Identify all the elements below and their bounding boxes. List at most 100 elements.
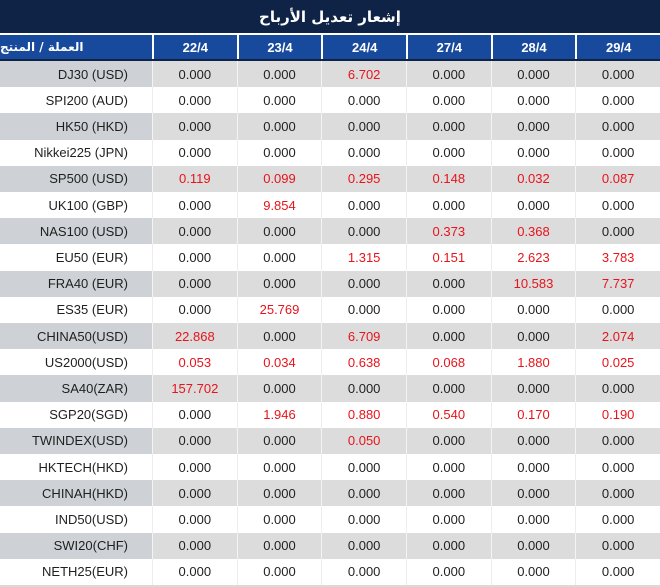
value-cell: 0.000 [236,558,322,585]
value-cell: 0.000 [405,506,491,533]
table-row: HK50 (HKD) 0.000 0.000 0.000 0.000 0.000 0.000 [0,113,660,140]
value-cell: 0.000 [405,87,491,114]
value-cell: 1.315 [321,244,406,271]
table-row: TWINDEX(USD) 0.000 0.000 0.050 0.000 0.000 0.0… [0,427,660,455]
table-row: FRA40 (EUR) 0.000 0.000 0.000 0.000 10.583 7.7… [0,270,660,297]
value-cell: 0.000 [405,427,491,455]
value-cell: 0.000 [575,427,660,455]
table-row: Nikkei225 (JPN) 0.000 0.000 0.000 0.000 0.000… [0,139,660,166]
value-cell: 0.000 [405,480,491,507]
value-cell: 25.769 [236,296,322,324]
value-cell: 0.000 [236,506,322,533]
value-cell: 0.119 [152,165,237,193]
product-label: FRA40 (EUR) [0,270,152,297]
value-cell: 2.623 [490,244,576,271]
value-cell: 0.000 [152,87,237,114]
product-label: HK50 (HKD) [0,113,152,140]
table-row: NAS100 (USD) 0.000 0.000 0.000 0.373 0.368 0.0… [0,218,660,245]
value-cell: 0.000 [236,480,322,507]
product-label: Nikkei225 (JPN) [34,145,128,161]
value-cell: 0.000 [490,113,576,140]
table-body: DJ30 (USD) 0.000 0.000 6.702 0.000 0.000 0.000… [0,61,660,585]
value-cell: 0.000 [575,296,660,324]
product-label: US2000(USD) [44,354,128,370]
value-cell: 0.000 [321,192,406,219]
value-cell: 0.000 [490,61,576,88]
value-cell: 0.000 [575,480,660,507]
product-label: SWI20(CHF) [0,532,152,559]
value-cell: 0.000 [236,532,322,559]
value-cell: 0.000 [236,113,322,140]
value-cell: 0.170 [490,401,576,428]
value-cell: 22.868 [152,323,237,350]
product-label: ES35 (EUR) [56,302,128,318]
value-cell: 0.000 [490,532,576,559]
value-cell: 0.000 [405,113,491,140]
value-cell: 0.000 [236,427,322,455]
value-cell: 0.000 [152,506,237,533]
value-cell: 0.000 [321,270,406,297]
value-cell: 0.000 [321,558,406,585]
table-row: NETH25(EUR) 0.000 0.000 0.000 0.000 0.000 0.00… [0,558,660,585]
table-row: US2000(USD) 0.053 0.034 0.638 0.068 1.880 0.02… [0,349,660,376]
product-label: DJ30 (USD) [0,61,152,88]
table-row: HKTECH(HKD) 0.000 0.000 0.000 0.000 0.000 0.00… [0,454,660,481]
value-cell: 0.000 [575,532,660,559]
value-cell: 0.880 [321,401,406,428]
value-cell: 0.148 [405,165,491,193]
value-cell: 0.000 [152,139,237,166]
value-cell: 0.000 [236,375,322,402]
product-label: TWINDEX(USD) [0,427,152,455]
column-header-product: العملة / المنتج [0,40,84,54]
value-cell: 0.000 [321,506,406,533]
table-row: SPI200 (AUD) 0.000 0.000 0.000 0.000 0.000 0.0… [0,87,660,114]
value-cell: 0.000 [405,296,491,324]
value-cell: 9.854 [236,192,322,219]
product-label: SA40(ZAR) [0,375,152,402]
value-cell: 0.000 [152,270,237,297]
value-cell: 0.000 [321,113,406,140]
value-cell: 0.000 [236,139,322,166]
value-cell: 0.000 [321,296,406,324]
value-cell: 7.737 [575,270,660,297]
value-cell: 0.099 [236,165,322,193]
value-cell: 0.295 [321,165,406,193]
value-cell: 157.702 [152,375,237,402]
value-cell: 6.702 [321,61,406,88]
product-label: SP500 (USD) [0,165,152,193]
table-row: ES35 (EUR) 0.000 25.769 0.000 0.000 0.000 0.00… [0,296,660,324]
value-cell: 0.000 [152,427,237,455]
value-cell: 1.946 [236,401,322,428]
value-cell: 0.000 [152,218,237,245]
value-cell: 0.000 [236,61,322,88]
value-cell: 0.000 [490,454,576,481]
value-cell: 0.000 [321,139,406,166]
value-cell: 0.000 [152,244,237,271]
value-cell: 6.709 [321,323,406,350]
product-label: SPI200 (AUD) [45,92,128,108]
value-cell: 0.000 [575,192,660,219]
product-label: NETH25(EUR) [42,564,128,580]
product-label: IND50(USD) [55,512,128,528]
value-cell: 0.000 [321,454,406,481]
product-label: UK100 (GBP) [48,197,128,213]
value-cell: 0.000 [490,139,576,166]
value-cell: 0.000 [405,61,491,88]
value-cell: 0.000 [236,87,322,114]
value-cell: 0.000 [152,558,237,585]
value-cell: 0.000 [490,506,576,533]
table-row: SGP20(SGD) 0.000 1.946 0.880 0.540 0.170 0.190 [0,401,660,428]
column-header-date-1: 22/4 [152,35,237,59]
product-label: HKTECH(HKD) [38,459,128,475]
value-cell: 0.000 [575,506,660,533]
value-cell: 0.000 [575,61,660,88]
table-header-row: العملة / المنتج 22/4 23/4 24/4 27/4 28/4… [0,35,660,61]
value-cell: 0.000 [575,375,660,402]
value-cell: 0.000 [236,270,322,297]
value-cell: 0.032 [490,165,576,193]
table-row: SWI20(CHF) 0.000 0.000 0.000 0.000 0.000 0.000 [0,532,660,559]
value-cell: 0.000 [490,558,576,585]
value-cell: 0.000 [152,454,237,481]
value-cell: 0.540 [405,401,491,428]
